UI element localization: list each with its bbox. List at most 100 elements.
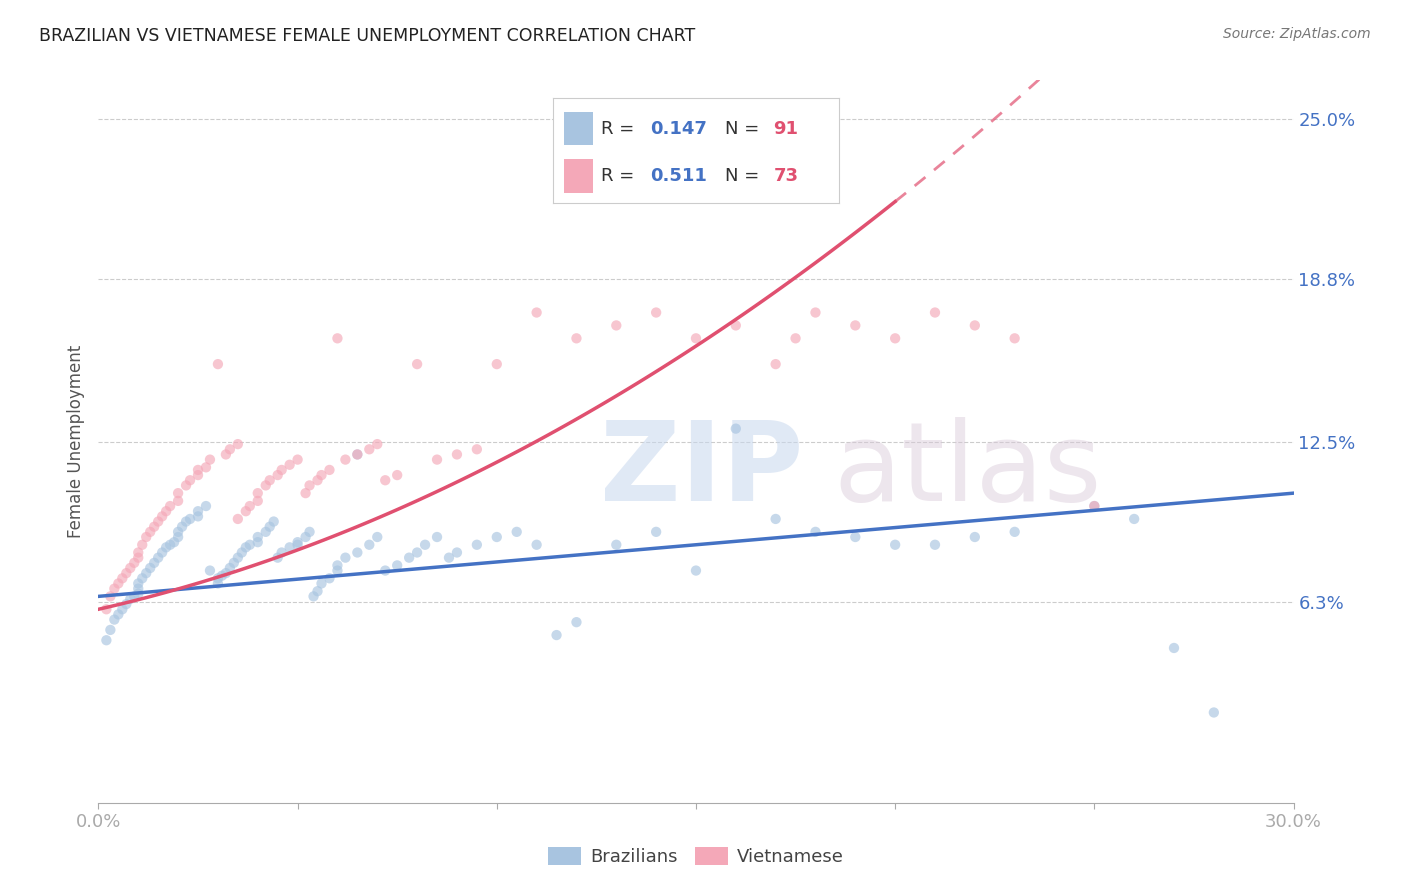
Point: [294, 486, 316, 500]
Point: [645, 305, 668, 319]
Point: [254, 478, 277, 492]
Point: [246, 535, 269, 549]
Point: [246, 530, 269, 544]
Point: [406, 545, 429, 559]
Point: [98, 623, 122, 637]
Point: [565, 331, 588, 345]
Point: [359, 442, 381, 457]
Point: [645, 524, 668, 539]
Point: [120, 591, 142, 606]
Point: [96, 633, 118, 648]
Point: [259, 519, 281, 533]
Point: [115, 597, 138, 611]
Point: [1123, 512, 1146, 526]
Point: [246, 494, 269, 508]
Point: [294, 530, 316, 544]
Point: [804, 305, 827, 319]
Point: [127, 587, 149, 601]
Point: [1083, 499, 1105, 513]
Text: ZIP: ZIP: [600, 417, 804, 524]
Point: [131, 571, 153, 585]
Point: [605, 538, 627, 552]
Point: [426, 530, 449, 544]
Point: [167, 530, 190, 544]
Point: [1004, 524, 1026, 539]
Point: [115, 566, 138, 581]
Point: [198, 564, 221, 578]
Point: [148, 515, 170, 529]
Point: [219, 561, 242, 575]
Point: [278, 458, 301, 472]
Point: [446, 545, 468, 559]
Point: [195, 499, 218, 513]
Point: [135, 530, 157, 544]
Point: [374, 564, 396, 578]
Point: [259, 473, 281, 487]
Point: [1163, 640, 1185, 655]
Point: [884, 538, 907, 552]
Point: [526, 538, 548, 552]
Point: [235, 541, 257, 555]
Point: [307, 584, 329, 599]
Point: [366, 530, 388, 544]
Point: [127, 550, 149, 565]
Point: [546, 628, 568, 642]
Point: [346, 447, 368, 461]
Point: [231, 545, 253, 559]
Point: [159, 499, 181, 513]
Point: [167, 486, 190, 500]
Point: [844, 318, 866, 333]
Point: [120, 561, 142, 575]
Point: [96, 602, 118, 616]
Point: [167, 524, 190, 539]
Point: [179, 473, 201, 487]
Point: [179, 512, 201, 526]
Point: [1083, 499, 1105, 513]
Point: [215, 447, 238, 461]
Point: [270, 545, 292, 559]
Point: [222, 556, 245, 570]
Point: [215, 566, 238, 581]
Point: [131, 538, 153, 552]
Point: [385, 468, 409, 483]
Point: [326, 331, 349, 345]
Point: [485, 357, 508, 371]
Point: [148, 550, 170, 565]
Point: [318, 463, 340, 477]
Point: [406, 357, 429, 371]
Point: [267, 468, 290, 483]
Point: [1004, 331, 1026, 345]
Point: [298, 478, 321, 492]
Point: [335, 550, 357, 565]
Point: [226, 550, 249, 565]
Point: [724, 422, 747, 436]
Point: [139, 524, 162, 539]
Point: [187, 509, 209, 524]
Point: [485, 530, 508, 544]
Point: [685, 331, 707, 345]
Point: [124, 556, 146, 570]
Point: [143, 556, 166, 570]
Point: [98, 590, 122, 604]
Point: [267, 550, 290, 565]
Point: [765, 512, 787, 526]
Point: [226, 437, 249, 451]
Point: [426, 452, 449, 467]
Point: [127, 545, 149, 559]
Point: [318, 571, 340, 585]
Point: [385, 558, 409, 573]
Point: [311, 576, 333, 591]
Point: [963, 318, 986, 333]
Point: [207, 357, 229, 371]
Point: [359, 538, 381, 552]
Point: [924, 538, 946, 552]
Point: [465, 442, 488, 457]
Point: [195, 460, 218, 475]
Point: [207, 571, 229, 585]
Point: [506, 524, 529, 539]
Text: Source: ZipAtlas.com: Source: ZipAtlas.com: [1223, 27, 1371, 41]
Point: [605, 318, 627, 333]
Point: [174, 515, 197, 529]
Point: [150, 509, 173, 524]
Point: [155, 541, 177, 555]
